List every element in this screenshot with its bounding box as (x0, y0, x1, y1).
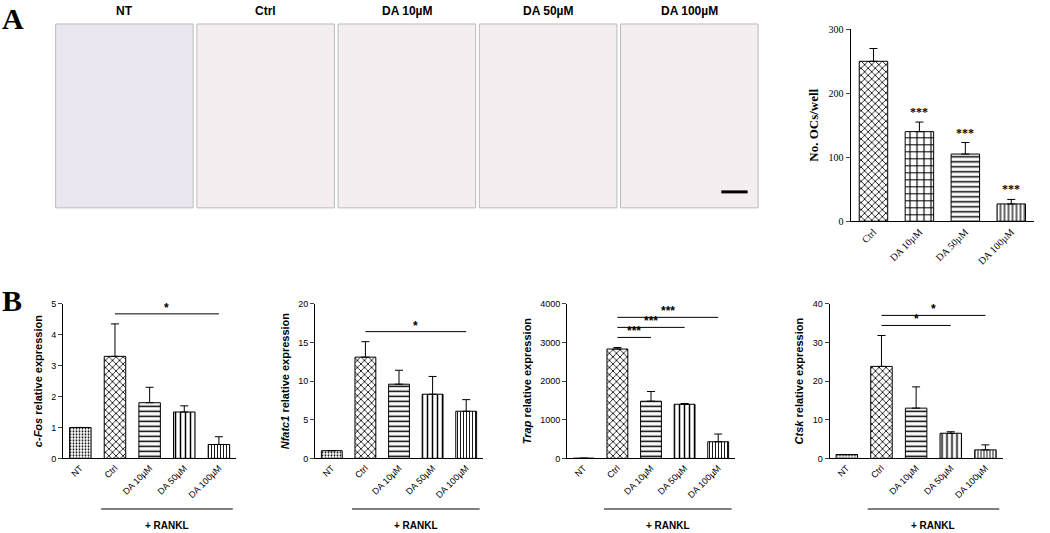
svg-text:DA 10µM: DA 10µM (622, 463, 655, 496)
svg-text:30: 30 (813, 338, 823, 348)
svg-text:Ctsk relative expression: Ctsk relative expression (793, 318, 805, 445)
svg-text:DA 100µM: DA 100µM (661, 4, 718, 18)
svg-text:0: 0 (839, 216, 844, 227)
svg-text:DA 100µM: DA 100µM (953, 463, 990, 500)
svg-text:NT: NT (321, 463, 337, 479)
svg-text:4: 4 (51, 330, 56, 340)
svg-text:20: 20 (298, 299, 308, 309)
svg-text:0: 0 (555, 454, 560, 464)
svg-text:***: *** (910, 105, 928, 119)
svg-text:0: 0 (51, 454, 56, 464)
svg-text:20: 20 (813, 376, 823, 386)
svg-text:Ctrl: Ctrl (353, 463, 370, 480)
svg-text:DA 50µM: DA 50µM (404, 463, 437, 496)
svg-text:DA 100µM: DA 100µM (187, 463, 224, 500)
svg-text:+ RANKL: + RANKL (911, 520, 955, 531)
svg-text:DA 100µM: DA 100µM (976, 226, 1016, 266)
svg-text:Ctrl: Ctrl (860, 226, 879, 245)
svg-text:Ctrl: Ctrl (255, 4, 276, 18)
svg-text:5: 5 (303, 415, 308, 425)
svg-text:200: 200 (829, 88, 844, 99)
svg-text:0: 0 (818, 454, 823, 464)
svg-text:Ctrl: Ctrl (605, 463, 622, 480)
svg-text:5: 5 (51, 299, 56, 309)
svg-text:3: 3 (51, 361, 56, 371)
svg-text:1000: 1000 (540, 415, 560, 425)
svg-text:DA 50µM: DA 50µM (922, 463, 955, 496)
svg-text:2000: 2000 (540, 376, 560, 386)
svg-text:40: 40 (813, 299, 823, 309)
svg-text:+ RANKL: + RANKL (646, 520, 690, 531)
svg-text:NT: NT (69, 463, 85, 479)
svg-text:DA 10µM: DA 10µM (121, 463, 154, 496)
svg-text:NT: NT (116, 4, 133, 18)
svg-text:DA 10µM: DA 10µM (887, 463, 920, 496)
svg-text:*: * (413, 319, 418, 333)
svg-text:*: * (914, 312, 919, 326)
svg-text:DA 10µM: DA 10µM (370, 463, 403, 496)
svg-text:***: *** (661, 304, 675, 318)
svg-text:***: *** (1002, 182, 1020, 196)
svg-text:NT: NT (836, 463, 852, 479)
svg-text:DA 50µM: DA 50µM (656, 463, 689, 496)
svg-text:DA 10µM: DA 10µM (382, 4, 432, 18)
svg-text:*: * (931, 302, 936, 316)
svg-text:*: * (164, 301, 169, 315)
svg-text:A: A (2, 2, 24, 35)
svg-text:Ctrl: Ctrl (103, 463, 120, 480)
svg-text:DA 100µM: DA 100µM (686, 463, 723, 500)
svg-text:Nfatc1 relative expression: Nfatc1 relative expression (279, 313, 291, 450)
svg-text:2: 2 (51, 392, 56, 402)
svg-text:***: *** (644, 314, 658, 328)
svg-text:1: 1 (51, 423, 56, 433)
svg-text:100: 100 (829, 152, 844, 163)
svg-text:c-Fos relative expression: c-Fos relative expression (32, 315, 44, 447)
svg-text:15: 15 (298, 338, 308, 348)
svg-text:10: 10 (298, 376, 308, 386)
svg-text:No. OCs/well: No. OCs/well (806, 88, 821, 161)
svg-text:4000: 4000 (540, 299, 560, 309)
svg-text:10: 10 (813, 415, 823, 425)
svg-text:+ RANKL: + RANKL (145, 520, 189, 531)
svg-text:3000: 3000 (540, 338, 560, 348)
svg-text:Trap relative expression: Trap relative expression (521, 318, 533, 445)
svg-text:***: *** (627, 324, 641, 338)
svg-text:Ctrl: Ctrl (869, 463, 886, 480)
svg-text:+ RANKL: + RANKL (394, 520, 438, 531)
svg-text:NT: NT (573, 463, 589, 479)
svg-text:B: B (2, 284, 22, 317)
svg-text:DA 100µM: DA 100µM (434, 463, 471, 500)
svg-text:***: *** (956, 126, 974, 140)
svg-text:DA 50µM: DA 50µM (523, 4, 573, 18)
svg-text:300: 300 (829, 24, 844, 35)
svg-text:DA 50µM: DA 50µM (933, 226, 970, 263)
svg-text:DA 50µM: DA 50µM (155, 463, 188, 496)
svg-text:DA 10µM: DA 10µM (888, 226, 925, 263)
svg-text:0: 0 (303, 454, 308, 464)
